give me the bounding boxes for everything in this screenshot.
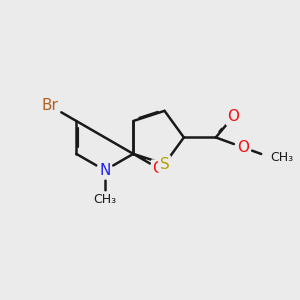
Text: O: O [227,109,239,124]
Text: CH₃: CH₃ [93,193,116,206]
Text: N: N [99,163,110,178]
Text: CH₃: CH₃ [270,151,293,164]
Text: O: O [237,140,249,155]
Text: Br: Br [41,98,58,113]
Text: O: O [152,161,164,176]
Text: S: S [160,157,170,172]
